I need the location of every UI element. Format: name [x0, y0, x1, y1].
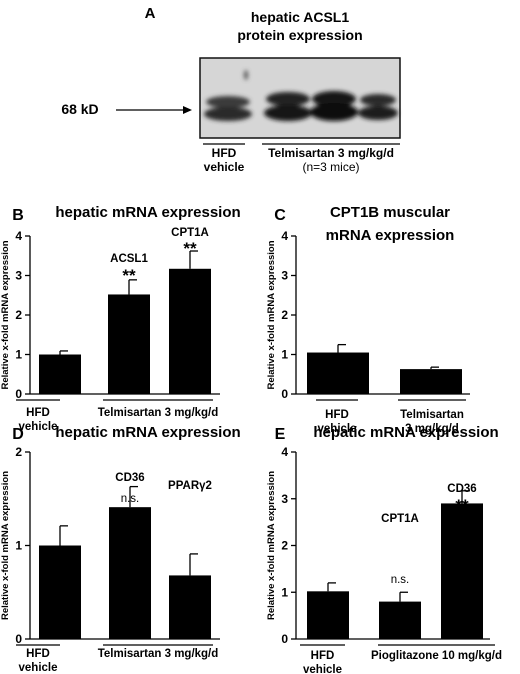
lane-label-vehicle-line1: HFD: [212, 146, 237, 160]
bar-label: CPT1A: [381, 513, 419, 525]
y-tick-label: 1: [15, 539, 22, 553]
x-group-label: Telmisartan 3 mg/kg/d: [98, 648, 219, 660]
bar-label: CD36: [447, 483, 476, 495]
x-group-label: vehicle: [19, 421, 58, 433]
chart-title: CPT1B muscular: [330, 204, 450, 221]
panel-letter: C: [274, 207, 286, 224]
y-tick-label: 2: [15, 445, 22, 459]
panel-a-title-line2: protein expression: [237, 27, 362, 43]
panel-a: A hepatic ACSL1 protein expression 68 kD…: [61, 5, 401, 174]
marker-arrow-head: [183, 106, 192, 114]
bar: [169, 268, 211, 394]
x-group-label: Telmisartan: [400, 409, 464, 421]
lane-label-vehicle-line2: vehicle: [204, 160, 245, 174]
x-group-label: HFD: [26, 407, 50, 419]
y-tick-label: 2: [281, 308, 288, 322]
panel-letter: B: [12, 207, 24, 224]
y-tick-label: 3: [281, 269, 288, 283]
bar: [400, 369, 462, 394]
y-tick-label: 3: [281, 492, 288, 506]
y-tick-label: 1: [281, 348, 288, 362]
bar: [379, 601, 421, 639]
lane-label-telmisartan-line2: (n=3 mice): [302, 160, 359, 174]
y-axis-label: Relative x-fold mRNA expression: [0, 240, 11, 389]
significance-label: n.s.: [121, 493, 140, 505]
bar: [39, 354, 81, 394]
chart-title: hepatic mRNA expression: [55, 204, 240, 221]
bar-label: PPARγ2: [168, 480, 212, 492]
y-axis-label: Relative x-fold mRNA expression: [0, 471, 11, 620]
y-tick-label: 4: [281, 229, 288, 243]
x-group-label: HFD: [26, 648, 50, 660]
y-tick-label: 0: [15, 632, 22, 646]
significance-label: n.s.: [422, 369, 441, 381]
bar: [441, 503, 483, 639]
bar: [109, 507, 151, 639]
chart-c: C CPT1B muscular mRNA expression Relative x…: [266, 204, 470, 435]
x-group-label: vehicle: [19, 662, 58, 674]
chart-title: hepatic mRNA expression: [55, 424, 240, 441]
x-group-label: vehicle: [318, 423, 357, 435]
x-group-label: Telmisartan 3 mg/kg/d: [98, 407, 219, 419]
x-group-label: Pioglitazone 10 mg/kg/d: [371, 650, 502, 662]
bar: [108, 294, 150, 394]
x-group-label: vehicle: [303, 664, 342, 674]
y-tick-label: 4: [281, 445, 288, 459]
bar: [307, 352, 369, 394]
y-tick-label: 0: [15, 387, 22, 401]
y-tick-label: 2: [281, 539, 288, 553]
panel-a-letter: A: [145, 5, 156, 22]
panel-letter: D: [12, 426, 24, 443]
significance-label: n.s.: [181, 579, 200, 591]
bar: [307, 591, 349, 639]
y-axis-label: Relative x-fold mRNA expression: [266, 240, 277, 389]
blot-bands: [204, 70, 398, 121]
chart-title: mRNA expression: [326, 227, 455, 244]
x-group-label: 3 mg/kg/d: [405, 423, 459, 435]
significance-label: **: [122, 266, 136, 285]
y-tick-label: 3: [15, 269, 22, 283]
y-tick-label: 0: [281, 632, 288, 646]
y-axis-label: Relative x-fold mRNA expression: [266, 471, 277, 620]
bar-label: ACSL1: [110, 253, 148, 265]
panel-a-title-line1: hepatic ACSL1: [251, 9, 349, 25]
chart-title: hepatic mRNA expression: [313, 424, 498, 441]
x-group-label: HFD: [311, 650, 335, 662]
y-tick-label: 4: [15, 229, 22, 243]
y-tick-label: 1: [281, 585, 288, 599]
bar: [169, 575, 211, 639]
y-tick-label: 0: [281, 387, 288, 401]
bar-label: CPT1A: [171, 227, 209, 239]
x-group-label: HFD: [325, 409, 349, 421]
significance-label: n.s.: [391, 574, 410, 586]
significance-label: **: [183, 239, 197, 258]
bar-label: CD36: [115, 472, 144, 484]
marker-label: 68 kD: [61, 101, 98, 117]
lane-label-telmisartan-line1: Telmisartan 3 mg/kg/d: [268, 146, 394, 160]
y-tick-label: 2: [15, 308, 22, 322]
bar: [39, 545, 81, 639]
significance-label: **: [455, 496, 469, 515]
panel-letter: E: [275, 426, 286, 443]
y-tick-label: 1: [15, 348, 22, 362]
